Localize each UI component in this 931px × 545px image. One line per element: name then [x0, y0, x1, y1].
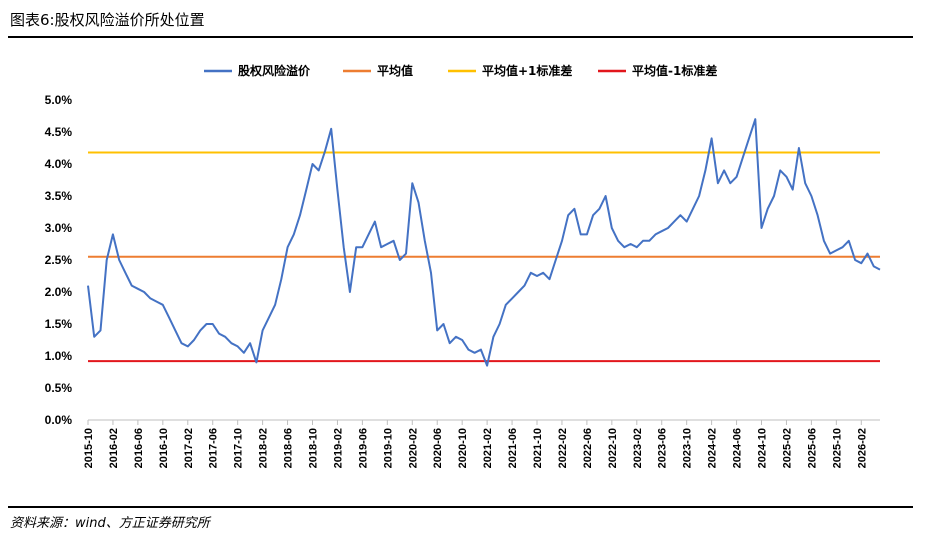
- y-tick-label: 2.5%: [45, 253, 73, 267]
- x-tick-label: 2024-06: [732, 428, 744, 468]
- y-tick-label: 4.0%: [45, 157, 73, 171]
- x-tick-label: 2023-02: [632, 428, 644, 468]
- series-line: [87, 118, 881, 367]
- y-tick-label: 0.0%: [45, 413, 73, 427]
- x-tick-label: 2016-10: [158, 428, 170, 468]
- x-tick-label: 2023-06: [657, 428, 669, 468]
- x-tick-label: 2019-10: [382, 428, 394, 468]
- x-tick-label: 2015-10: [83, 428, 95, 468]
- figure-title: 图表6:股权风险溢价所处位置: [10, 11, 205, 29]
- y-axis: 0.0% 0.5% 1.0% 1.5% 2.0% 2.5% 3.0% 3.5% 4.0% 4.5%…: [45, 93, 73, 427]
- x-tick-label: 2025-02: [781, 428, 793, 468]
- x-tick-label: 2021-06: [507, 428, 519, 468]
- legend: 股权风险溢价 平均值 平均值+1标准差 平均值-1标准差: [204, 63, 717, 78]
- legend-label: 平均值+1标准差: [482, 63, 572, 78]
- x-tick-label: 2016-02: [108, 428, 120, 468]
- x-tick-label: 2021-02: [482, 428, 494, 468]
- y-tick-label: 0.5%: [45, 381, 73, 395]
- x-tick-label: 2017-02: [183, 428, 195, 468]
- x-tick-label: 2025-06: [806, 428, 818, 468]
- top-rule: [8, 36, 913, 38]
- legend-label: 平均值-1标准差: [632, 63, 717, 78]
- x-axis: 2015-10 2016-02 2016-06 2016-10 2017-02 2017-…: [83, 419, 880, 468]
- x-tick-label: 2022-02: [557, 428, 569, 468]
- legend-label: 平均值: [377, 63, 413, 78]
- y-tick-label: 1.5%: [45, 317, 73, 331]
- x-tick-label: 2021-10: [532, 428, 544, 468]
- plot-area: [87, 118, 881, 367]
- x-tick-label: 2019-02: [332, 428, 344, 468]
- y-tick-label: 3.5%: [45, 189, 73, 203]
- bottom-rule: [8, 506, 913, 508]
- x-tick-label: 2020-10: [457, 428, 469, 468]
- x-tick-label: 2025-10: [831, 428, 843, 468]
- x-tick-label: 2020-06: [432, 428, 444, 468]
- x-tick-label: 2023-10: [682, 428, 694, 468]
- x-tick-label: 2026-02: [856, 428, 868, 468]
- y-tick-label: 4.5%: [45, 125, 73, 139]
- x-tick-label: 2017-06: [208, 428, 220, 468]
- x-tick-label: 2024-02: [707, 428, 719, 468]
- x-tick-label: 2018-02: [258, 428, 270, 468]
- x-tick-label: 2018-10: [308, 428, 320, 468]
- y-tick-label: 2.0%: [45, 285, 73, 299]
- x-tick-label: 2022-06: [582, 428, 594, 468]
- x-tick-label: 2022-10: [607, 428, 619, 468]
- y-tick-label: 5.0%: [45, 93, 73, 107]
- x-tick-label: 2017-10: [233, 428, 245, 468]
- x-tick-label: 2019-06: [357, 428, 369, 468]
- legend-label: 股权风险溢价: [238, 63, 311, 78]
- x-tick-label: 2016-06: [133, 428, 145, 468]
- x-tick-label: 2020-02: [407, 428, 419, 468]
- source-note: 资料来源：wind、方正证券研究所: [10, 516, 210, 531]
- x-tick-label: 2018-06: [283, 428, 295, 468]
- y-tick-label: 1.0%: [45, 349, 73, 363]
- y-tick-label: 3.0%: [45, 221, 73, 235]
- x-tick-label: 2024-10: [757, 428, 769, 468]
